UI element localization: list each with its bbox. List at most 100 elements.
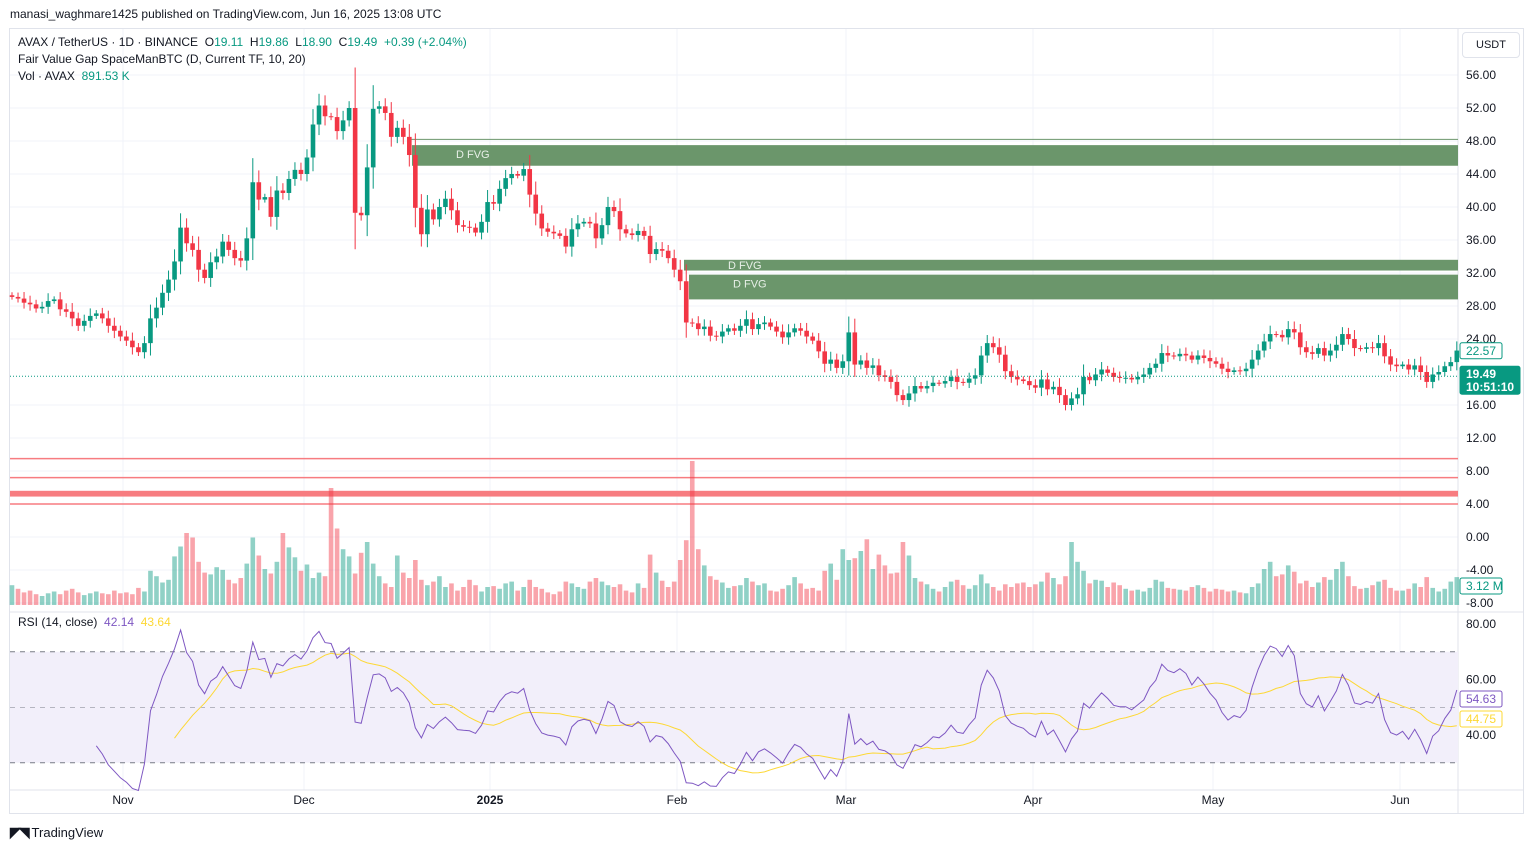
volume-bar — [1424, 577, 1429, 605]
tradingview-logo[interactable]: ◤◥ TradingView — [10, 824, 103, 841]
candle — [1243, 362, 1249, 377]
volume-bar — [364, 542, 370, 605]
candle — [1003, 345, 1008, 380]
candle — [1213, 357, 1219, 368]
volume-bar — [635, 583, 641, 605]
candle — [840, 354, 846, 374]
candle-body — [503, 178, 508, 189]
candle — [1237, 366, 1243, 375]
candle-body — [75, 318, 81, 326]
indicator-legend[interactable]: Fair Value Gap SpaceManBTC (D, Current T… — [18, 52, 306, 66]
candle-body — [762, 322, 767, 325]
symbol-name[interactable]: AVAX / TetherUS · 1D · BINANCE — [18, 35, 199, 49]
candle — [1346, 327, 1351, 345]
volume-bar — [509, 581, 514, 605]
rsi-ma-value: 43.64 — [140, 615, 171, 629]
candle — [900, 389, 906, 406]
candle — [1364, 342, 1369, 353]
candle-body — [154, 307, 159, 319]
candle-body — [1255, 350, 1261, 360]
candle-body — [413, 155, 418, 208]
candle — [1225, 361, 1231, 379]
candle-body — [27, 302, 33, 305]
volume-bar — [190, 537, 195, 605]
volume-bar — [1027, 587, 1032, 605]
candle-body — [316, 105, 322, 125]
candle-body — [166, 279, 171, 293]
candle-body — [1412, 365, 1417, 370]
price-tag-high[interactable]: 22.57 — [1459, 342, 1503, 360]
rsi-ma-tag[interactable]: 44.75 — [1459, 710, 1503, 728]
candle-body — [467, 226, 472, 228]
candle — [1273, 331, 1279, 338]
candle-body — [1249, 359, 1255, 369]
candle — [1249, 350, 1255, 378]
volume-bar — [942, 587, 948, 605]
volume-bar — [599, 581, 605, 605]
candle-body — [130, 340, 135, 348]
price-axis-label: 28.00 — [1466, 299, 1496, 313]
candle-body — [575, 223, 581, 230]
rsi-legend[interactable]: RSI (14, close) 42.14 43.64 — [18, 615, 171, 629]
candle-body — [527, 169, 533, 195]
volume-tag-box — [1459, 577, 1503, 595]
price-axis-label: 52.00 — [1466, 101, 1496, 115]
candle-body — [1225, 368, 1231, 372]
volume-bar — [346, 556, 352, 605]
volume-bar — [388, 587, 394, 605]
volume-bar — [136, 587, 141, 605]
candle — [75, 312, 81, 331]
candle-body — [587, 221, 593, 224]
candle — [1135, 371, 1141, 385]
candle — [918, 382, 924, 393]
volume-bar — [605, 585, 611, 605]
volume-bar — [1165, 587, 1171, 605]
volume-bar — [611, 587, 617, 605]
volume-bar — [1111, 582, 1116, 605]
volume-bar — [1304, 580, 1309, 605]
volume-bar — [118, 593, 123, 605]
candle-body — [262, 197, 268, 200]
candle-body — [617, 211, 623, 230]
candle-body — [665, 250, 671, 259]
candle — [569, 218, 575, 257]
volume-bar — [912, 578, 918, 605]
candle — [154, 297, 159, 328]
volume-bar — [864, 539, 870, 605]
volume-bar — [702, 565, 707, 605]
volume-bar — [569, 583, 575, 605]
candle-body — [972, 375, 978, 379]
volume-bar — [966, 588, 972, 605]
candle — [443, 190, 448, 215]
candle — [250, 158, 256, 261]
candle — [364, 144, 370, 237]
rsi-tag[interactable]: 54.63 — [1459, 690, 1503, 708]
currency-button[interactable]: USDT — [1462, 32, 1520, 58]
candle-body — [834, 359, 840, 368]
volume-bar — [768, 590, 773, 605]
candle-body — [906, 393, 912, 401]
volume-bar — [75, 592, 81, 605]
volume-bar — [401, 572, 406, 605]
candle — [834, 353, 840, 374]
volume-bar — [485, 587, 490, 605]
volume-bar — [1261, 569, 1267, 605]
volume-bar — [750, 581, 755, 605]
candle — [1063, 389, 1068, 411]
volume-bar — [425, 585, 430, 605]
volume-bar — [1376, 581, 1381, 605]
volume-tag[interactable]: 3.12 M — [1459, 577, 1503, 595]
publish-info: manasi_waghmare1425 published on Trading… — [10, 7, 442, 21]
volume-legend[interactable]: Vol · AVAX 891.53 K — [18, 69, 130, 83]
volume-bar — [431, 581, 436, 605]
candle — [479, 214, 484, 240]
candle-body — [322, 105, 328, 117]
volume-bar — [744, 578, 749, 605]
volume-bar — [720, 582, 725, 605]
candle — [1231, 367, 1237, 375]
volume-bar — [1346, 576, 1351, 605]
candle-body — [388, 112, 394, 137]
price-axis-label: 32.00 — [1466, 266, 1496, 280]
